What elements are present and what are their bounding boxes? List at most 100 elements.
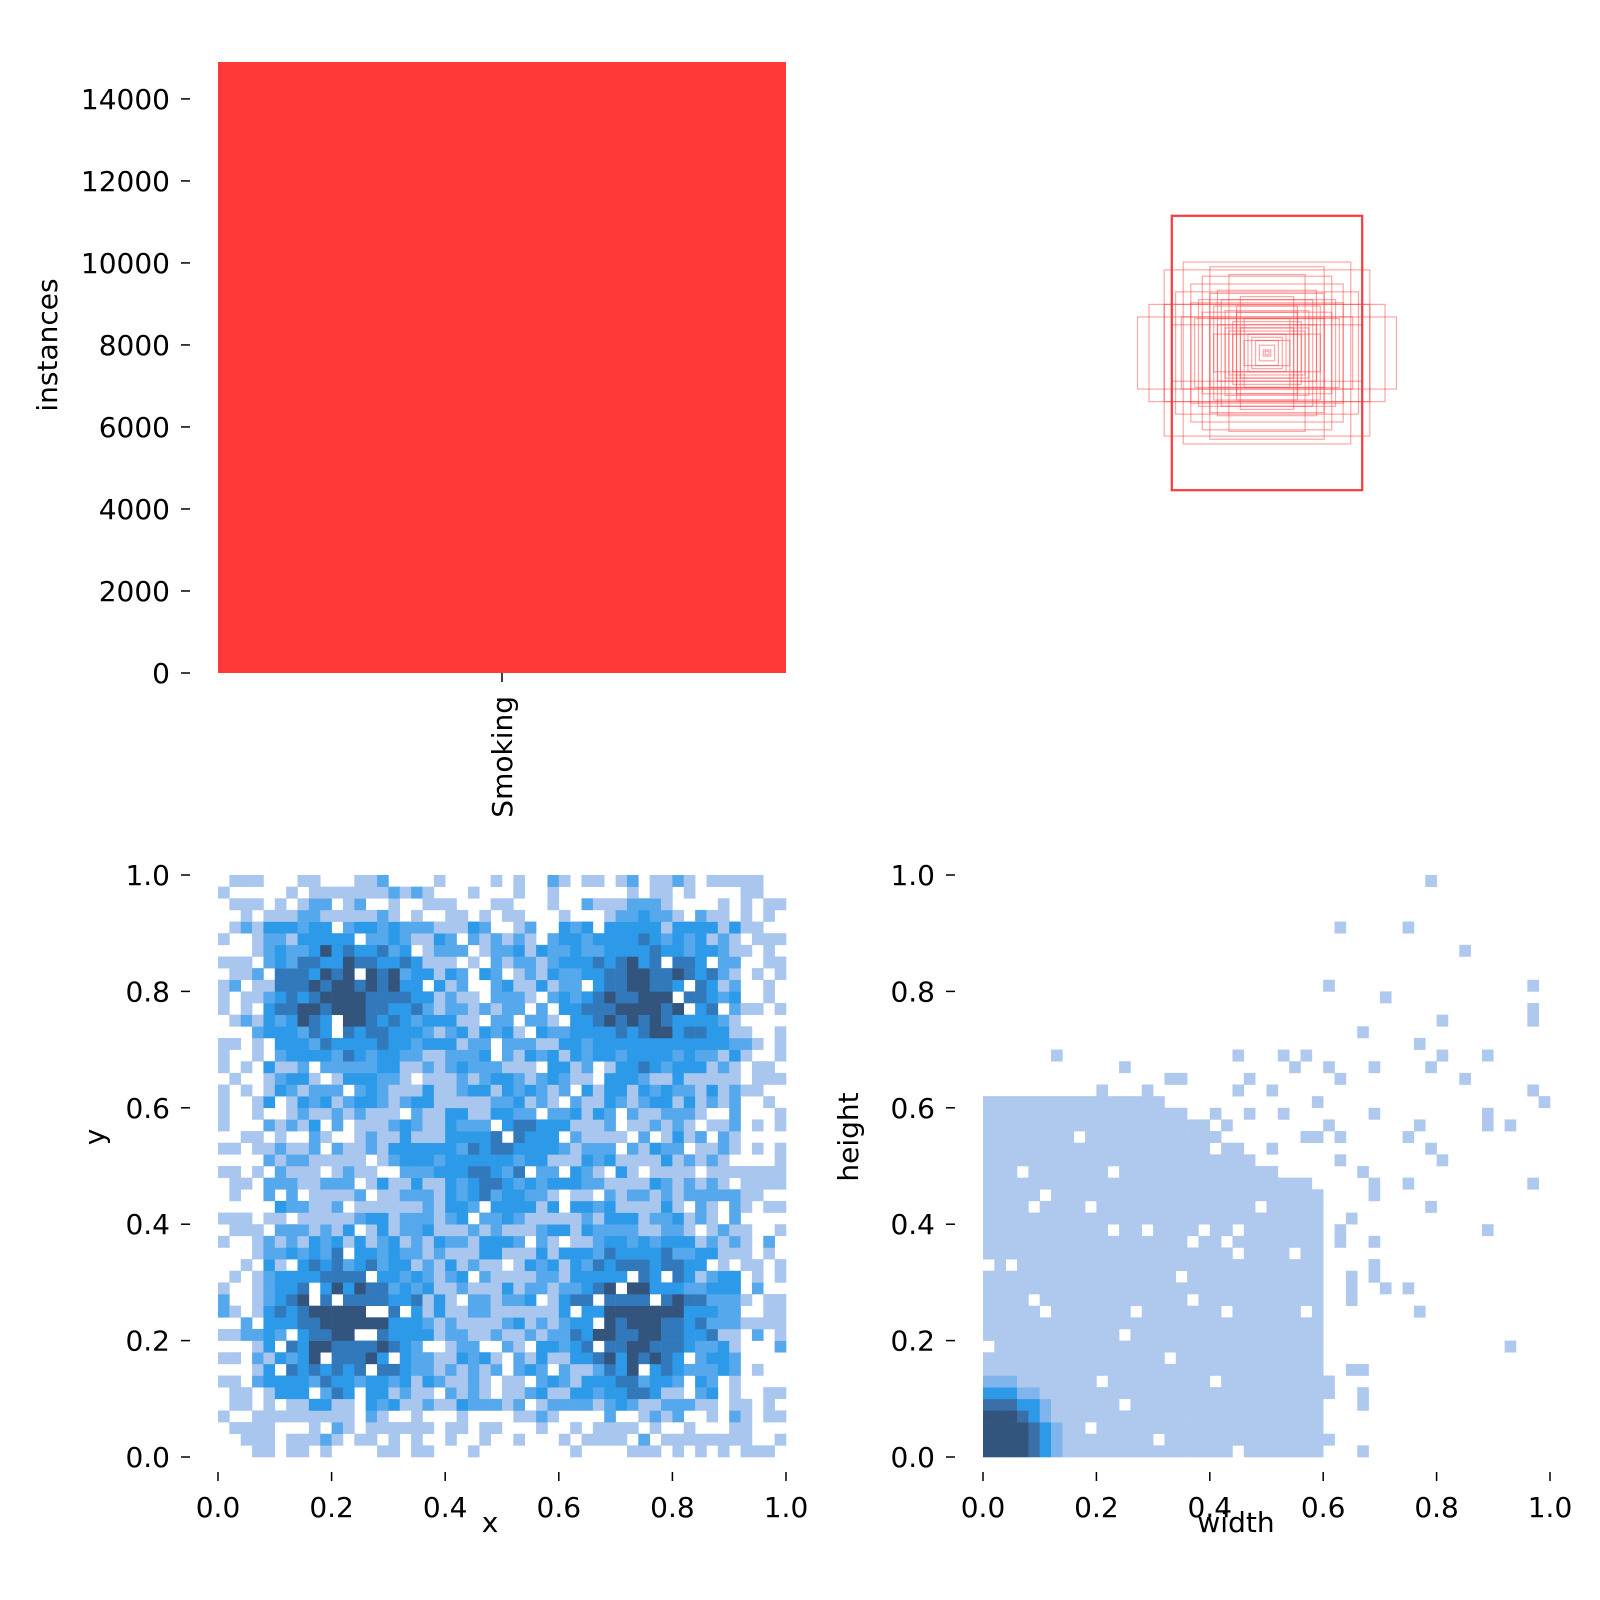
heatmap-cell [297,1247,310,1260]
heatmap-cell [377,1072,389,1085]
heatmap-cell [445,1014,457,1027]
heatmap-cell [1289,1177,1301,1190]
heatmap-cell [274,1014,287,1027]
heatmap-cell [342,1096,355,1109]
heatmap-cell [717,991,730,1004]
heatmap-cell [570,1398,582,1411]
heatmap-cell [729,1340,741,1353]
heatmap-cell [649,1422,662,1435]
heatmap-cell [706,1398,719,1411]
heatmap-cell [524,944,537,957]
heatmap-cell [479,1084,491,1097]
heatmap-cell [456,1282,469,1295]
heatmap-cell [683,1363,696,1376]
heatmap-cell [342,921,355,934]
heatmap-cell [1039,1131,1052,1144]
x-tick-label: 0.2 [309,1491,354,1524]
heatmap-cell [558,956,571,969]
heatmap-cell [1243,1294,1256,1306]
heatmap-cell [581,1049,594,1062]
heatmap-cell [729,1096,741,1109]
heatmap-cell [1243,1072,1256,1085]
heatmap-cell [1062,1224,1075,1237]
heatmap-cell [558,1072,571,1085]
heatmap-cell [1005,1363,1018,1376]
heatmap-cell [1130,1317,1143,1330]
heatmap-cell [308,875,321,887]
heatmap-cell [1255,1247,1267,1260]
heatmap-cell [308,1212,321,1225]
heatmap-cell [994,1294,1006,1306]
heatmap-cell [467,1387,480,1400]
heatmap-cell [1085,1328,1097,1341]
heatmap-cell [1243,1410,1256,1423]
heatmap-cell [1289,1189,1301,1202]
heatmap-cell [615,1375,628,1388]
heatmap-cell [1334,921,1347,934]
heatmap-cell [1243,1387,1256,1400]
heatmap-cell [1289,1235,1301,1248]
heatmap-cell [308,991,321,1004]
heatmap-cell [467,1177,480,1190]
heatmap-cell [592,1363,605,1376]
heatmap-cell [1289,1294,1301,1306]
heatmap-cell [592,979,605,992]
heatmap-cell [570,956,582,969]
heatmap-cell [1028,1235,1040,1248]
heatmap-cell [626,1305,639,1318]
heatmap-cell [604,1003,616,1015]
heatmap-cell [433,1189,446,1202]
heatmap-cell [467,1131,480,1144]
heatmap-cell [740,1422,753,1435]
heatmap-cell [1096,1131,1109,1144]
heatmap-cell [467,1247,480,1260]
heatmap-cell [354,1166,366,1178]
heatmap-cell [536,1072,548,1085]
heatmap-cell [320,898,332,911]
heatmap-cell [342,1014,355,1027]
heatmap-cell [377,1445,389,1458]
heatmap-cell [297,1003,310,1015]
heatmap-cell [638,1061,650,1074]
heatmap-cell [422,1270,435,1283]
heatmap-cell [1368,1107,1381,1120]
heatmap-cell [297,1363,310,1376]
heatmap-cell [604,898,616,911]
heatmap-cell [1266,1328,1279,1341]
heatmap-cell [683,1131,696,1144]
heatmap-cell [626,898,639,911]
heatmap-cell [1255,1282,1267,1295]
heatmap-cell [558,1317,571,1330]
heatmap-cell [479,1003,491,1015]
heatmap-cell [683,968,696,981]
heatmap-cell [1243,1200,1256,1213]
heatmap-cell [320,1363,332,1376]
heatmap-cell [649,1212,662,1225]
heatmap-cell [513,1270,526,1283]
heatmap-cell [1300,1259,1313,1272]
heatmap-cell [615,1294,628,1306]
heatmap-cell [286,1003,298,1015]
heatmap-cell [661,921,673,934]
heatmap-cell [502,1026,514,1039]
heatmap-cell [524,1224,537,1237]
heatmap-cell [388,909,401,922]
heatmap-cell [547,1049,560,1062]
heatmap-cell [286,1398,298,1411]
heatmap-cell [706,944,719,957]
heatmap-cell [490,1072,503,1085]
heatmap-cell [433,1363,446,1376]
heatmap-cell [994,1328,1006,1341]
heatmap-cell [263,1410,276,1423]
heatmap-cell [513,1328,526,1341]
heatmap-cell [1311,1259,1324,1272]
heatmap-cell [479,1154,491,1167]
heatmap-cell [1164,1294,1177,1306]
heatmap-cell [638,1340,650,1353]
heatmap-cell [1209,1107,1222,1120]
heatmap-cell [467,1142,480,1155]
heatmap-cell [422,1387,435,1400]
heatmap-cell [1243,1224,1256,1237]
heatmap-cell [433,921,446,934]
box-outline [1209,292,1325,414]
